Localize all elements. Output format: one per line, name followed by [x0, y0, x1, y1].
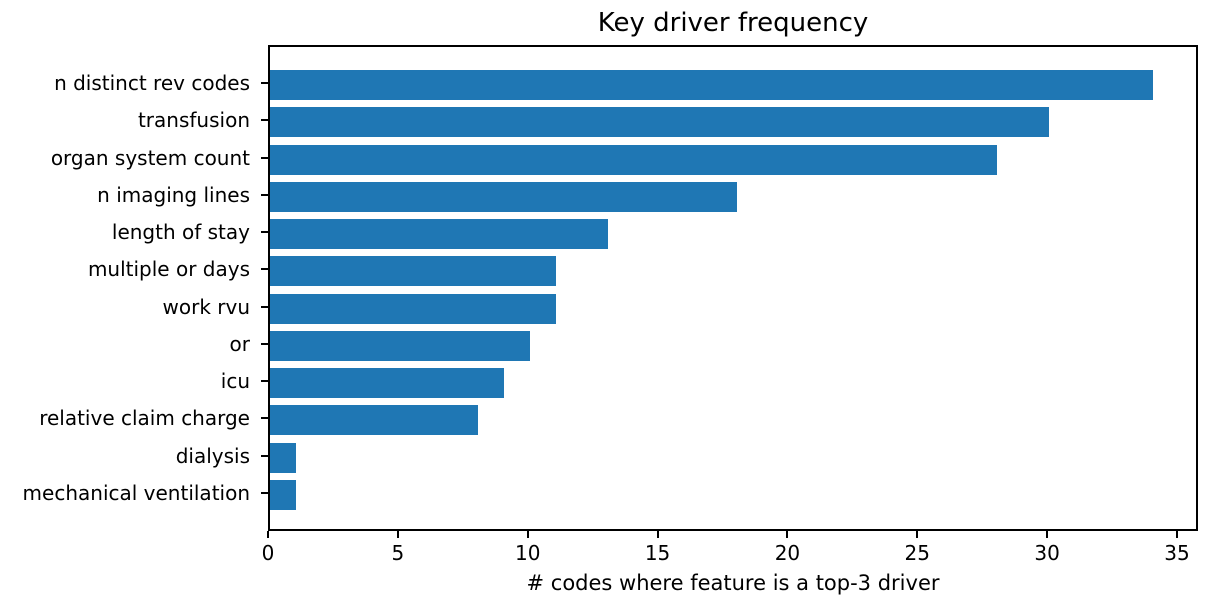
y-tick-label: icu [220, 369, 250, 394]
y-tick [261, 417, 268, 420]
x-tick-label: 5 [391, 541, 405, 565]
x-tick-label: 35 [1164, 541, 1190, 565]
y-tick [261, 231, 268, 234]
x-tick-label: 30 [1034, 541, 1060, 565]
bar [270, 293, 556, 324]
y-tick-label: multiple or days [87, 257, 250, 282]
x-tick-label: 25 [904, 541, 931, 565]
y-tick-label: length of stay [111, 220, 250, 245]
y-tick [261, 342, 268, 345]
y-tick-label: organ system count [50, 145, 250, 170]
y-tick [261, 82, 268, 84]
x-axis-label: # codes where feature is a top-3 driver [526, 571, 940, 595]
chart-title: Key driver frequency [597, 8, 869, 38]
plot-area [268, 45, 1198, 531]
x-tick [916, 531, 919, 538]
y-tick-label: relative claim charge [39, 406, 250, 431]
x-tick-label: 20 [774, 541, 801, 565]
bar [270, 107, 1050, 138]
x-tick [1046, 531, 1049, 538]
y-tick-label: or [229, 331, 250, 356]
bar [270, 368, 504, 399]
x-tick [656, 531, 659, 538]
y-tick-label: n imaging lines [97, 182, 250, 207]
bar [270, 70, 1154, 100]
y-tick [261, 305, 268, 308]
y-tick [261, 380, 268, 383]
x-tick-label: 10 [514, 541, 541, 565]
y-tick [261, 156, 268, 159]
bar [270, 256, 556, 287]
bar [270, 330, 530, 361]
y-tick [261, 268, 268, 271]
y-tick-label: dialysis [175, 443, 250, 468]
y-tick [261, 454, 268, 457]
x-tick [396, 531, 399, 538]
y-tick-label: n distinct rev codes [54, 71, 250, 95]
y-tick [261, 119, 268, 122]
bar [270, 405, 478, 436]
y-tick-label: work rvu [162, 294, 251, 319]
x-tick-label: 0 [261, 541, 275, 565]
bar [270, 181, 738, 212]
y-tick-label: transfusion [137, 108, 250, 133]
bar [270, 219, 608, 250]
bar [270, 144, 998, 175]
y-tick [261, 193, 268, 196]
y-tick [261, 491, 268, 494]
x-tick [267, 531, 269, 538]
y-tick-label: mechanical ventilation [22, 480, 250, 505]
x-tick [786, 531, 789, 538]
x-tick-label: 15 [644, 541, 671, 565]
bar [270, 479, 296, 510]
x-tick [526, 531, 529, 538]
bar [270, 442, 296, 473]
x-tick [1176, 531, 1178, 538]
